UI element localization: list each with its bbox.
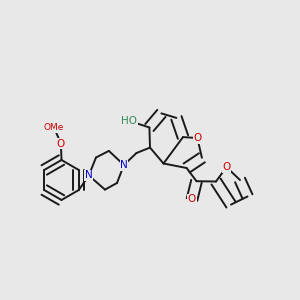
Text: N: N [120, 160, 128, 170]
Text: HO: HO [121, 116, 137, 126]
Text: N: N [85, 170, 93, 181]
Text: O: O [222, 162, 231, 172]
Text: O: O [57, 139, 65, 148]
Text: O: O [193, 133, 202, 143]
Text: O: O [188, 194, 196, 205]
Text: OMe: OMe [44, 123, 64, 132]
